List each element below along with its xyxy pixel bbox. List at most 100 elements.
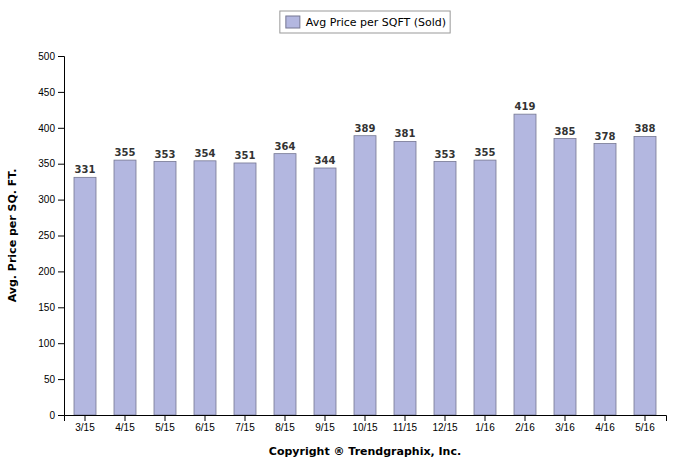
tick-mark	[205, 415, 206, 421]
bar	[554, 139, 576, 415]
tick-label: 2/16	[515, 422, 535, 433]
tick-label: 200	[38, 266, 55, 277]
bar	[194, 161, 216, 415]
y-tick: 50	[44, 374, 64, 385]
y-axis-title: Avg. Price per SQ. FT.	[6, 169, 19, 303]
data-label: 351	[235, 150, 256, 161]
y-tick: 350	[38, 158, 64, 169]
x-tick: 3/16	[555, 415, 575, 433]
axis-line	[65, 416, 667, 422]
bar	[74, 177, 96, 415]
data-label: 355	[115, 147, 136, 158]
tick-label: 50	[44, 374, 56, 385]
tick-label: 7/15	[235, 422, 255, 433]
tick-mark	[58, 92, 64, 93]
data-label: 353	[155, 149, 176, 160]
x-tick: 6/15	[195, 415, 215, 433]
x-tick: 7/15	[235, 415, 255, 433]
data-label: 355	[475, 147, 496, 158]
data-labels: 3313553533543513643443893813533554193853…	[75, 101, 656, 175]
x-tick: 3/15	[75, 415, 95, 433]
tick-label: 11/15	[393, 422, 418, 433]
tick-label: 3/16	[555, 422, 575, 433]
data-label: 385	[555, 126, 576, 137]
tick-mark	[58, 164, 64, 165]
x-axis: 3/15 4/15 5/15 6/15 7/15 8/15 9/15 10/15 11/15 12…	[65, 415, 667, 433]
bar	[154, 162, 176, 415]
tick-mark	[58, 343, 64, 344]
tick-label: 150	[38, 302, 55, 313]
tick-label: 3/15	[75, 422, 95, 433]
x-tick: 1/16	[475, 415, 495, 433]
bar	[314, 168, 336, 415]
plot-area: 3313553533543513643443893813533554193853…	[38, 51, 666, 433]
legend: Avg Price per SQFT (Sold)	[280, 11, 450, 33]
tick-label: 1/16	[475, 422, 495, 433]
y-tick: 200	[38, 266, 64, 277]
data-label: 419	[515, 101, 536, 112]
tick-label: 250	[38, 230, 55, 241]
tick-mark	[58, 200, 64, 201]
data-label: 353	[435, 149, 456, 160]
tick-mark	[485, 415, 486, 421]
tick-mark	[325, 415, 326, 421]
bar	[274, 154, 296, 415]
bar	[634, 136, 656, 415]
tick-label: 6/15	[195, 422, 215, 433]
x-tick: 11/15	[393, 415, 418, 433]
tick-mark	[85, 415, 86, 421]
tick-label: 500	[38, 51, 55, 62]
bar	[514, 114, 536, 415]
tick-mark	[445, 415, 446, 421]
tick-label: 300	[38, 194, 55, 205]
tick-mark	[645, 415, 646, 421]
y-tick: 100	[38, 338, 64, 349]
chart-container: 3313553533543513643443893813533554193853…	[0, 0, 686, 467]
y-tick: 0	[49, 410, 64, 421]
tick-mark	[58, 271, 64, 272]
tick-mark	[365, 415, 366, 421]
chart-svg: 3313553533543513643443893813533554193853…	[0, 0, 686, 467]
tick-label: 400	[38, 123, 55, 134]
data-label: 389	[355, 123, 376, 134]
data-label: 388	[635, 123, 656, 134]
bar	[434, 162, 456, 415]
tick-label: 12/15	[432, 422, 457, 433]
tick-label: 0	[49, 410, 55, 421]
axis-line	[58, 57, 65, 416]
y-tick: 500	[38, 51, 64, 62]
bar	[354, 136, 376, 415]
tick-mark	[58, 236, 64, 237]
y-tick: 400	[38, 123, 64, 134]
tick-label: 10/15	[352, 422, 377, 433]
tick-label: 100	[38, 338, 55, 349]
y-tick: 300	[38, 194, 64, 205]
x-tick: 9/15	[315, 415, 335, 433]
bar	[394, 141, 416, 415]
bar	[234, 163, 256, 415]
tick-mark	[245, 415, 246, 421]
x-tick: 4/15	[115, 415, 135, 433]
x-tick: 5/15	[155, 415, 175, 433]
bars	[74, 114, 656, 415]
legend-box	[280, 11, 450, 33]
tick-mark	[58, 415, 64, 416]
tick-mark	[565, 415, 566, 421]
tick-mark	[58, 128, 64, 129]
tick-mark	[165, 415, 166, 421]
bar	[594, 144, 616, 415]
bar	[114, 160, 136, 415]
x-tick: 5/16	[635, 415, 655, 433]
tick-label: 4/15	[115, 422, 135, 433]
tick-mark	[285, 415, 286, 421]
x-tick: 10/15	[352, 415, 377, 433]
tick-mark	[525, 415, 526, 421]
x-tick: 8/15	[275, 415, 295, 433]
data-label: 378	[595, 131, 616, 142]
x-tick: 4/16	[595, 415, 615, 433]
bar	[474, 160, 496, 415]
data-label: 364	[275, 141, 296, 152]
tick-mark	[58, 307, 64, 308]
data-label: 344	[315, 155, 336, 166]
tick-mark	[58, 56, 64, 57]
